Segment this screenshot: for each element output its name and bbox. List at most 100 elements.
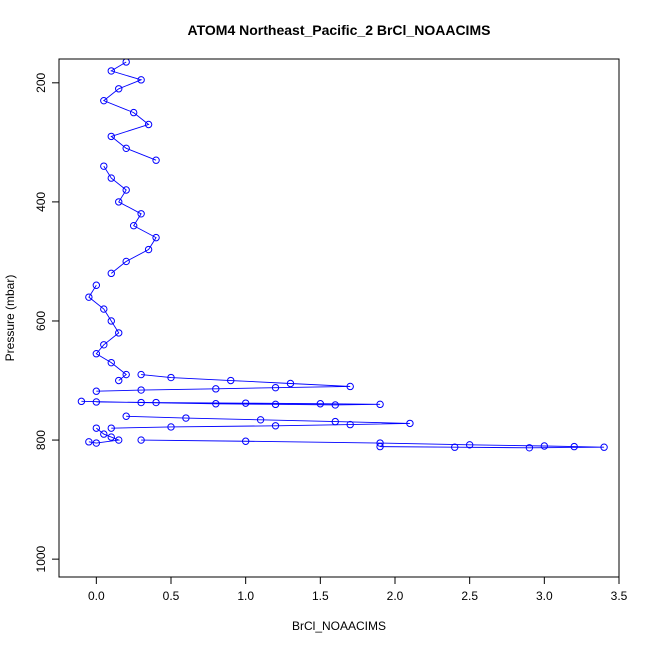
data-point xyxy=(376,439,384,447)
data-layer xyxy=(77,59,608,452)
data-point xyxy=(152,156,160,164)
data-point xyxy=(115,198,123,206)
data-point xyxy=(465,441,474,449)
data-point xyxy=(152,233,160,242)
y-tick-label: 1000 xyxy=(34,545,48,572)
series-line-7 xyxy=(141,439,605,449)
data-point xyxy=(167,373,175,382)
y-axis: 200 400 600 800 1000 xyxy=(34,72,60,572)
y-tick-label: 600 xyxy=(34,311,48,331)
data-point xyxy=(525,444,534,452)
data-point xyxy=(182,414,190,422)
x-tick-label: 1.5 xyxy=(312,589,329,603)
y-tick-label: 800 xyxy=(34,430,48,450)
data-point xyxy=(115,436,123,444)
x-tick-label: 2.0 xyxy=(387,589,404,603)
data-point xyxy=(77,397,86,406)
data-point xyxy=(286,379,295,388)
data-point xyxy=(212,385,220,393)
data-point xyxy=(376,400,384,409)
data-point xyxy=(346,382,354,391)
data-point xyxy=(271,383,280,392)
data-point xyxy=(107,132,115,141)
data-point xyxy=(100,162,108,170)
data-point xyxy=(92,424,101,432)
data-point xyxy=(241,399,250,407)
data-point xyxy=(331,401,339,409)
data-point xyxy=(107,269,115,278)
data-point xyxy=(451,443,459,451)
data-point xyxy=(271,422,280,430)
data-point xyxy=(256,416,265,424)
data-point xyxy=(137,386,145,394)
data-point xyxy=(107,433,115,441)
data-point xyxy=(107,358,115,367)
series-line-3 xyxy=(88,285,127,381)
series-line-6 xyxy=(111,415,410,429)
x-tick-label: 3.5 xyxy=(611,589,628,603)
y-tick-label: 400 xyxy=(34,192,48,212)
data-point xyxy=(122,186,130,194)
x-tick-label: 0.5 xyxy=(163,589,180,603)
data-point xyxy=(167,423,175,431)
data-point xyxy=(346,420,354,429)
x-tick-label: 3.0 xyxy=(536,589,553,603)
data-point xyxy=(92,398,101,406)
data-point xyxy=(129,222,138,230)
data-point xyxy=(107,174,115,182)
data-point xyxy=(406,419,414,428)
data-point xyxy=(271,400,280,409)
data-point xyxy=(122,59,130,66)
x-axis: 0.0 0.5 1.0 1.5 2.0 2.5 3.0 3.5 xyxy=(88,576,628,603)
data-point xyxy=(100,430,108,438)
series-line-5 xyxy=(81,400,381,406)
x-tick-label: 2.5 xyxy=(461,589,478,603)
data-point xyxy=(100,305,108,313)
plot-area xyxy=(77,59,608,452)
y-axis-label: Pressure (mbar) xyxy=(3,275,17,362)
data-point xyxy=(331,417,339,426)
data-point xyxy=(137,210,145,218)
data-point xyxy=(107,424,115,432)
data-point xyxy=(115,329,123,337)
data-point xyxy=(241,437,250,445)
series-line-1 xyxy=(102,61,157,161)
series-line-2 xyxy=(103,165,157,274)
data-point xyxy=(152,398,160,407)
x-axis-label: BrCl_NOAACIMS xyxy=(292,619,386,633)
data-point xyxy=(107,67,115,75)
series-line-4 xyxy=(96,374,351,392)
data-point xyxy=(92,387,101,395)
data-point xyxy=(137,436,145,444)
data-point xyxy=(122,412,130,420)
data-point xyxy=(137,398,145,407)
data-point xyxy=(122,144,130,153)
data-point xyxy=(122,370,130,379)
data-point xyxy=(212,400,220,408)
data-point xyxy=(115,376,123,385)
data-point xyxy=(227,376,235,385)
data-point xyxy=(100,341,108,349)
data-point xyxy=(144,245,153,254)
data-point xyxy=(129,108,138,117)
data-point xyxy=(115,85,123,93)
data-point xyxy=(100,96,108,105)
data-point xyxy=(122,257,130,266)
data-point xyxy=(107,317,115,325)
data-point xyxy=(144,120,153,129)
series-line-8 xyxy=(88,427,121,444)
data-point xyxy=(540,442,549,450)
data-point xyxy=(376,442,384,451)
x-tick-label: 1.0 xyxy=(237,589,254,603)
data-point xyxy=(92,281,101,289)
data-point xyxy=(316,400,325,408)
data-point xyxy=(137,76,145,84)
x-tick-label: 0.0 xyxy=(88,589,105,603)
data-point xyxy=(137,370,145,379)
data-point xyxy=(600,443,608,451)
data-point xyxy=(92,350,101,358)
data-point xyxy=(85,438,93,446)
data-point xyxy=(85,293,93,301)
